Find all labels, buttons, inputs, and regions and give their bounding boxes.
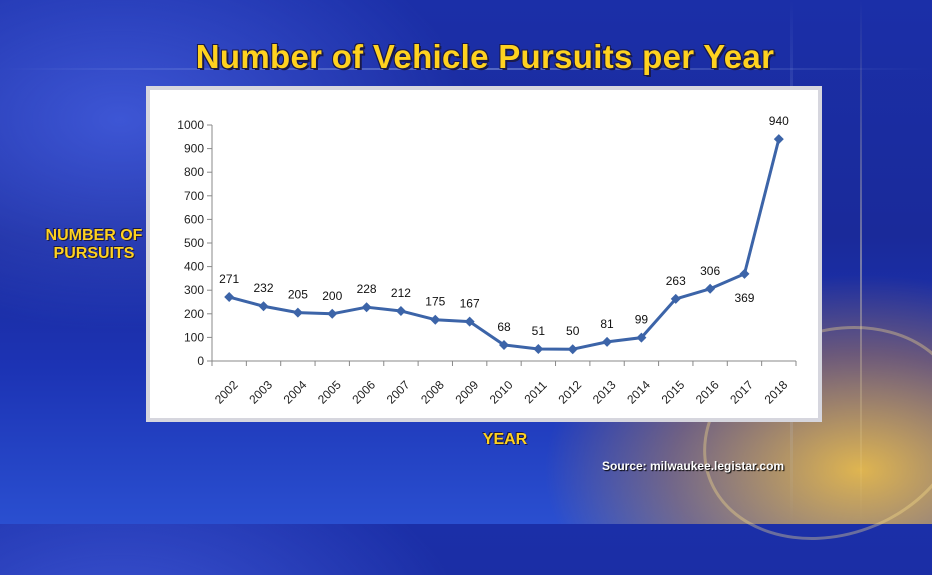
y-tick-label: 0 (197, 354, 204, 368)
data-label: 940 (769, 114, 789, 128)
x-tick-label: 2006 (349, 378, 378, 407)
x-tick-label: 2011 (521, 378, 549, 406)
data-point (258, 301, 269, 312)
x-tick-label: 2004 (281, 378, 310, 407)
x-tick-label: 2015 (659, 378, 688, 407)
y-axis-label-text: NUMBER OF PURSUITS (45, 227, 143, 262)
data-point (224, 292, 235, 303)
x-tick-label: 2003 (246, 378, 275, 407)
data-label: 205 (288, 288, 308, 302)
data-label: 175 (425, 295, 445, 309)
y-axis-label: NUMBER OF PURSUITS (40, 227, 148, 263)
data-label: 369 (734, 291, 754, 305)
data-label: 68 (497, 320, 511, 334)
x-tick-label: 2014 (624, 378, 653, 407)
x-tick-label: 2017 (727, 378, 756, 407)
data-point (602, 336, 613, 347)
y-tick-label: 700 (184, 189, 204, 203)
y-tick-label: 200 (184, 307, 204, 321)
data-point (705, 283, 716, 294)
x-tick-label: 2013 (590, 378, 619, 407)
data-point (464, 316, 475, 327)
data-label: 50 (566, 324, 580, 338)
series-line (228, 138, 781, 351)
data-label: 232 (254, 281, 274, 295)
y-tick-label: 400 (184, 260, 204, 274)
y-tick-label: 500 (184, 236, 204, 250)
data-point (292, 307, 303, 318)
y-tick-label: 900 (184, 142, 204, 156)
data-point (327, 308, 338, 319)
x-axis-label: YEAR (482, 431, 528, 448)
y-tick-label: 800 (184, 165, 204, 179)
data-label: 167 (460, 297, 480, 311)
y-tick-label: 600 (184, 212, 204, 226)
x-tick-label: 2009 (452, 378, 481, 407)
data-point (395, 305, 406, 316)
data-point (430, 314, 441, 325)
data-label: 212 (391, 286, 411, 300)
x-tick-label: 2018 (762, 378, 791, 407)
y-tick-label: 300 (184, 283, 204, 297)
chart-title: Number of Vehicle Pursuits per Year (195, 38, 775, 75)
data-point (499, 339, 509, 350)
data-label: 228 (357, 282, 377, 296)
data-point (773, 134, 784, 145)
y-tick-label: 100 (184, 330, 204, 344)
source-credit: Source: milwaukee.legistar.com (602, 459, 785, 473)
data-point (670, 293, 681, 304)
data-label: 51 (532, 324, 546, 338)
data-point (361, 302, 372, 313)
data-label: 271 (219, 272, 239, 286)
x-tick-label: 2010 (487, 378, 516, 407)
x-tick-label: 2007 (384, 378, 413, 407)
data-label: 81 (600, 317, 614, 331)
data-point (636, 332, 647, 343)
x-tick-label: 2016 (693, 378, 722, 407)
data-label: 263 (666, 274, 686, 288)
x-tick-label: 2002 (212, 378, 241, 407)
data-point (739, 268, 750, 279)
x-tick-label: 2008 (418, 378, 447, 407)
data-label: 306 (700, 264, 720, 278)
data-label: 99 (635, 313, 649, 327)
data-point (533, 343, 544, 354)
x-tick-label: 2005 (315, 378, 344, 407)
chart-panel (146, 86, 822, 422)
x-tick-label: 2012 (555, 378, 584, 407)
data-label: 200 (322, 289, 342, 303)
y-tick-label: 1000 (177, 118, 204, 132)
data-point (567, 344, 578, 355)
